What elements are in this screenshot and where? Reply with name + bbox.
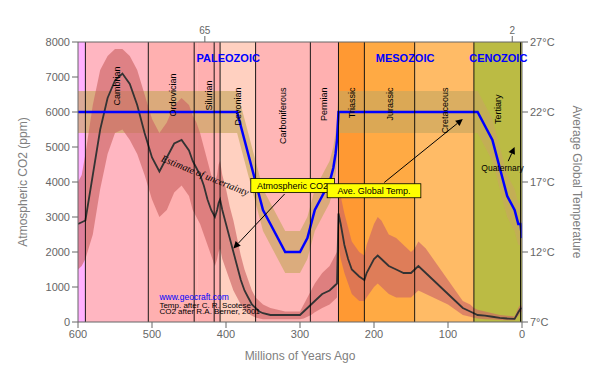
svg-text:Tertiary: Tertiary (493, 94, 503, 124)
svg-text:0: 0 (519, 328, 525, 340)
svg-text:Permian: Permian (319, 88, 329, 122)
svg-text:7°C: 7°C (530, 316, 549, 328)
svg-text:12°C: 12°C (530, 246, 555, 258)
svg-text:Jurassic: Jurassic (385, 87, 395, 121)
svg-text:500: 500 (143, 328, 161, 340)
svg-text:1000: 1000 (46, 281, 70, 293)
svg-text:Triassic: Triassic (347, 87, 357, 118)
svg-text:6000: 6000 (46, 106, 70, 118)
svg-text:www.geocraft.com: www.geocraft.com (159, 292, 229, 303)
svg-text:Silurian: Silurian (204, 81, 214, 111)
svg-text:Millions of Years Ago: Millions of Years Ago (245, 349, 356, 363)
svg-text:MESOZOIC: MESOZOIC (376, 52, 435, 64)
svg-text:600: 600 (69, 328, 87, 340)
svg-text:400: 400 (217, 328, 235, 340)
svg-text:65: 65 (199, 25, 211, 36)
svg-text:Temp. after C. R. Scotese: Temp. after C. R. Scotese (159, 301, 251, 310)
svg-text:27°C: 27°C (530, 36, 555, 48)
svg-text:5000: 5000 (46, 141, 70, 153)
svg-text:Ave. Global Temp.: Ave. Global Temp. (337, 186, 410, 196)
svg-text:Quaternary: Quaternary (481, 163, 524, 173)
svg-text:0: 0 (64, 316, 70, 328)
svg-text:4000: 4000 (46, 176, 70, 188)
svg-text:200: 200 (365, 328, 383, 340)
svg-text:Devonian: Devonian (233, 88, 243, 126)
svg-text:17°C: 17°C (530, 176, 555, 188)
svg-text:Ordovician: Ordovician (168, 74, 178, 117)
svg-text:Atmospheric CO2: Atmospheric CO2 (257, 181, 328, 191)
svg-text:CO2 after R.A. Berner, 2001: CO2 after R.A. Berner, 2001 (159, 307, 260, 316)
svg-text:Cretaceous: Cretaceous (440, 87, 450, 134)
svg-text:3000: 3000 (46, 211, 70, 223)
svg-text:Estimate of uncertainty: Estimate of uncertainty (159, 152, 251, 198)
svg-text:100: 100 (439, 328, 457, 340)
svg-text:Cambrian: Cambrian (112, 67, 122, 106)
svg-text:7000: 7000 (46, 71, 70, 83)
svg-text:Carboniferous: Carboniferous (278, 87, 288, 144)
svg-text:Atmospheric CO2 (ppm): Atmospheric CO2 (ppm) (16, 117, 30, 246)
svg-text:2: 2 (509, 25, 515, 36)
svg-text:22°C: 22°C (530, 106, 555, 118)
svg-text:2000: 2000 (46, 246, 70, 258)
svg-text:CENOZOIC: CENOZOIC (469, 52, 527, 64)
svg-text:PALEOZOIC: PALEOZOIC (197, 52, 260, 64)
svg-text:Average Global Temperature: Average Global Temperature (570, 106, 584, 259)
svg-text:8000: 8000 (46, 36, 70, 48)
svg-text:300: 300 (291, 328, 309, 340)
